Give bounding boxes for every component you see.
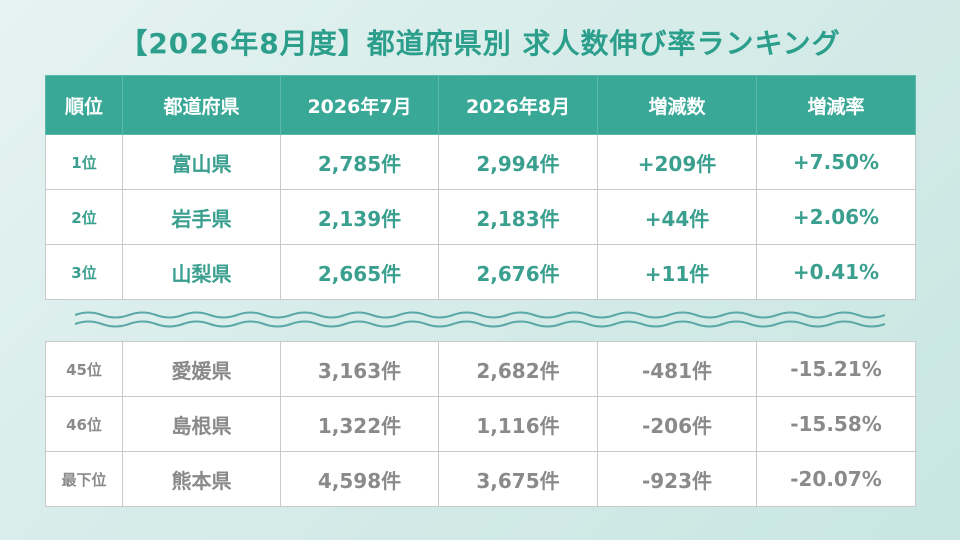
top-ranking-table: 順位 都道府県 2026年7月 2026年8月 増減数 増減率 1位 富山県 2… xyxy=(45,75,916,300)
change-rate-cell: +2.06% xyxy=(756,189,916,245)
change-rate-cell: -15.58% xyxy=(756,396,916,452)
prefecture-cell: 熊本県 xyxy=(122,451,281,507)
prefecture-cell: 富山県 xyxy=(122,134,281,190)
header-prefecture: 都道府県 xyxy=(122,75,281,135)
july-cell: 2,785件 xyxy=(280,134,439,190)
table-row: 45位 愛媛県 3,163件 2,682件 -481件 -15.21% xyxy=(45,341,916,397)
table-row: 46位 島根県 1,322件 1,116件 -206件 -15.58% xyxy=(45,396,916,452)
rank-cell: 3位 xyxy=(45,244,123,300)
july-cell: 2,665件 xyxy=(280,244,439,300)
change-count-cell: +44件 xyxy=(597,189,757,245)
prefecture-cell: 山梨県 xyxy=(122,244,281,300)
july-cell: 2,139件 xyxy=(280,189,439,245)
prefecture-cell: 岩手県 xyxy=(122,189,281,245)
table-row: 2位 岩手県 2,139件 2,183件 +44件 +2.06% xyxy=(45,189,916,245)
change-rate-cell: +0.41% xyxy=(756,244,916,300)
change-count-cell: +11件 xyxy=(597,244,757,300)
change-count-cell: -481件 xyxy=(597,341,757,397)
august-cell: 2,183件 xyxy=(438,189,598,245)
header-rank: 順位 xyxy=(45,75,123,135)
prefecture-cell: 島根県 xyxy=(122,396,281,452)
header-change-count: 増減数 xyxy=(597,75,757,135)
july-cell: 1,322件 xyxy=(280,396,439,452)
header-change-rate: 増減率 xyxy=(756,75,916,135)
change-count-cell: -923件 xyxy=(597,451,757,507)
august-cell: 1,116件 xyxy=(438,396,598,452)
change-count-cell: +209件 xyxy=(597,134,757,190)
header-august: 2026年8月 xyxy=(438,75,598,135)
rank-cell: 46位 xyxy=(45,396,123,452)
wave-divider xyxy=(75,311,885,328)
bottom-ranking-table: 45位 愛媛県 3,163件 2,682件 -481件 -15.21% 46位 … xyxy=(45,341,916,507)
august-cell: 2,994件 xyxy=(438,134,598,190)
change-count-cell: -206件 xyxy=(597,396,757,452)
prefecture-cell: 愛媛県 xyxy=(122,341,281,397)
august-cell: 2,676件 xyxy=(438,244,598,300)
rank-cell: 2位 xyxy=(45,189,123,245)
change-rate-cell: -20.07% xyxy=(756,451,916,507)
table-row: 最下位 熊本県 4,598件 3,675件 -923件 -20.07% xyxy=(45,451,916,507)
change-rate-cell: -15.21% xyxy=(756,341,916,397)
header-row: 順位 都道府県 2026年7月 2026年8月 増減数 増減率 xyxy=(45,75,916,135)
august-cell: 3,675件 xyxy=(438,451,598,507)
table-row: 3位 山梨県 2,665件 2,676件 +11件 +0.41% xyxy=(45,244,916,300)
rank-cell: 最下位 xyxy=(45,451,123,507)
july-cell: 3,163件 xyxy=(280,341,439,397)
rank-cell: 1位 xyxy=(45,134,123,190)
august-cell: 2,682件 xyxy=(438,341,598,397)
page-title: 【2026年8月度】都道府県別 求人数伸び率ランキング xyxy=(119,27,841,60)
header-july: 2026年7月 xyxy=(280,75,439,135)
rank-cell: 45位 xyxy=(45,341,123,397)
table-row: 1位 富山県 2,785件 2,994件 +209件 +7.50% xyxy=(45,134,916,190)
july-cell: 4,598件 xyxy=(280,451,439,507)
change-rate-cell: +7.50% xyxy=(756,134,916,190)
